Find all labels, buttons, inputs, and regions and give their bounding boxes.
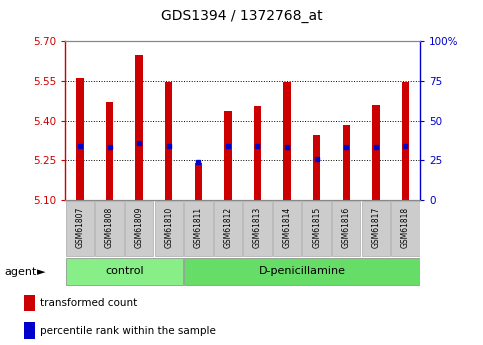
Text: GSM61809: GSM61809	[135, 207, 143, 248]
Text: GSM61813: GSM61813	[253, 207, 262, 248]
Bar	[135, 55, 143, 200]
Text: GDS1394 / 1372768_at: GDS1394 / 1372768_at	[161, 9, 322, 22]
FancyBboxPatch shape	[273, 201, 301, 256]
Bar	[284, 82, 291, 200]
Text: GSM61817: GSM61817	[371, 207, 380, 248]
Text: GSM61812: GSM61812	[224, 207, 232, 248]
Text: agent: agent	[5, 267, 37, 277]
Text: GSM61815: GSM61815	[312, 207, 321, 248]
FancyBboxPatch shape	[243, 201, 272, 256]
Text: GSM61816: GSM61816	[342, 207, 351, 248]
Text: percentile rank within the sample: percentile rank within the sample	[40, 326, 216, 335]
Text: control: control	[105, 266, 143, 276]
Text: GSM61808: GSM61808	[105, 207, 114, 248]
FancyBboxPatch shape	[213, 201, 242, 256]
FancyBboxPatch shape	[302, 201, 331, 256]
Text: ►: ►	[37, 267, 45, 277]
FancyBboxPatch shape	[155, 201, 183, 256]
Bar	[313, 135, 320, 200]
Bar	[402, 82, 409, 200]
FancyBboxPatch shape	[66, 201, 94, 256]
FancyBboxPatch shape	[66, 258, 183, 285]
Bar	[372, 105, 380, 200]
Text: GSM61814: GSM61814	[283, 207, 292, 248]
FancyBboxPatch shape	[362, 201, 390, 256]
FancyBboxPatch shape	[125, 201, 154, 256]
Bar	[342, 125, 350, 200]
Text: D-penicillamine: D-penicillamine	[258, 266, 345, 276]
FancyBboxPatch shape	[332, 201, 360, 256]
FancyBboxPatch shape	[184, 258, 420, 285]
Bar	[24, 295, 35, 311]
FancyBboxPatch shape	[391, 201, 420, 256]
Text: GSM61807: GSM61807	[75, 207, 85, 248]
Bar	[224, 111, 232, 200]
Text: GSM61810: GSM61810	[164, 207, 173, 248]
Bar	[24, 322, 35, 339]
FancyBboxPatch shape	[95, 201, 124, 256]
FancyBboxPatch shape	[184, 201, 213, 256]
Text: GSM61818: GSM61818	[401, 207, 410, 248]
Bar	[106, 102, 114, 200]
Bar	[254, 106, 261, 200]
Bar	[195, 163, 202, 200]
Bar	[165, 82, 172, 200]
Bar	[76, 78, 84, 200]
Text: GSM61811: GSM61811	[194, 207, 203, 248]
Text: transformed count: transformed count	[40, 298, 137, 308]
